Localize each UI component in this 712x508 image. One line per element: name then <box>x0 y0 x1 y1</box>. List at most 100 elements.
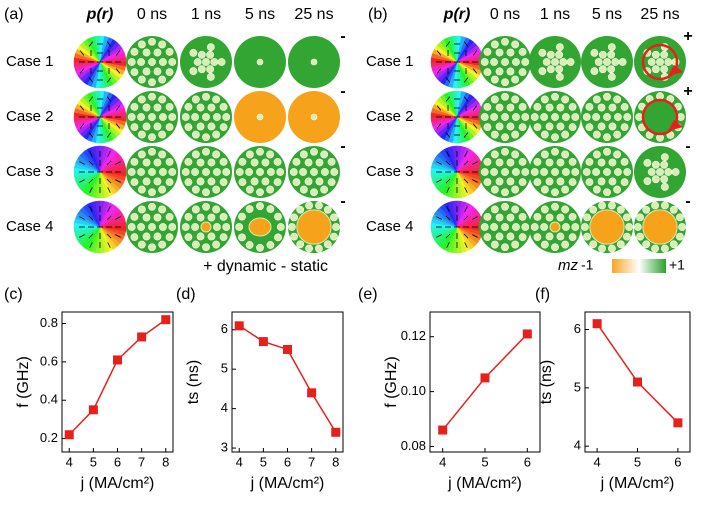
skyrmion <box>208 214 215 221</box>
skyrmion <box>656 58 663 65</box>
skyrmion <box>297 206 304 213</box>
skyrmion <box>481 113 488 120</box>
data-point <box>137 332 146 341</box>
skyrmion <box>143 104 150 111</box>
skyrmion <box>484 179 491 186</box>
skyrmion <box>551 203 558 210</box>
skyrmion <box>569 158 576 165</box>
skyrmion <box>128 58 135 65</box>
skyrmion <box>534 213 541 220</box>
column-header: p(r) <box>443 6 471 23</box>
skyrmion <box>665 168 672 175</box>
data-line <box>69 320 166 435</box>
skyrmion <box>496 214 503 221</box>
skyrmion <box>501 58 508 65</box>
skyrmion <box>512 58 519 65</box>
skyrmion <box>512 168 519 175</box>
sign: - <box>685 193 690 210</box>
x-axis-label: j (MA/cm²) <box>80 475 155 492</box>
skyrmion <box>541 131 548 138</box>
data-line <box>597 324 678 423</box>
skyrmion <box>643 241 650 248</box>
skyrmion <box>257 59 263 65</box>
skyrmion <box>507 178 514 185</box>
skyrmion <box>185 158 192 165</box>
skyrmion <box>512 186 519 193</box>
skyrmion <box>190 68 197 75</box>
skyrmion <box>586 103 593 110</box>
skyrmion <box>496 104 503 111</box>
skyrmion <box>257 114 263 120</box>
skyrmion <box>166 213 173 220</box>
skyrmion <box>191 113 198 120</box>
skyrmion <box>636 214 643 221</box>
skyrmion <box>562 96 569 103</box>
skyrmion <box>148 79 155 86</box>
skyrmion <box>208 233 215 240</box>
skyrmion <box>166 234 173 241</box>
skyrmion <box>246 205 253 212</box>
y-axis-label: f (GHz) <box>383 356 400 408</box>
skyrmion <box>305 178 312 185</box>
skyrmion <box>608 202 615 209</box>
skyrmion <box>128 223 135 230</box>
skyrmion <box>198 66 205 73</box>
skyrmion <box>207 51 214 58</box>
skyrmion <box>522 168 529 175</box>
skyrmion <box>541 96 548 103</box>
skyrmion <box>512 206 519 213</box>
skyrmion <box>185 234 192 241</box>
skyrmion <box>603 148 610 155</box>
y-tick-label: 0.4 <box>40 392 58 407</box>
skyrmion <box>670 206 677 213</box>
skyrmion <box>661 51 668 58</box>
skyrmion <box>159 223 166 230</box>
skyrmion <box>598 178 605 185</box>
skyrmion <box>159 58 166 65</box>
skyrmion <box>512 131 519 138</box>
skyrmion <box>661 154 668 161</box>
skyrmion <box>274 234 281 241</box>
colorbar-min: -1 <box>581 257 594 273</box>
x-tick-label: 5 <box>260 454 267 469</box>
skyrmion <box>169 223 176 230</box>
skyrmion <box>213 241 220 248</box>
skyrmion <box>169 168 176 175</box>
skyrmion <box>138 41 145 48</box>
skyrmion <box>522 113 529 120</box>
skyrmion <box>608 51 615 58</box>
skyrmion <box>592 168 599 175</box>
column-header: p(r) <box>86 6 114 23</box>
skyrmion <box>540 168 547 175</box>
skyrmion <box>556 66 563 73</box>
skyrmion <box>192 96 199 103</box>
skyrmion <box>546 214 553 221</box>
skyrmion <box>672 168 679 175</box>
skyrmion <box>551 189 558 196</box>
skyrmion <box>207 44 214 51</box>
skyrmion <box>202 148 209 155</box>
skyrmion <box>277 223 284 230</box>
skyrmion <box>648 58 655 65</box>
skyrmion <box>192 186 199 193</box>
skyrmion <box>299 168 306 175</box>
skyrmion <box>223 113 230 120</box>
skyrmion <box>197 178 204 185</box>
skyrmion <box>277 168 284 175</box>
data-point <box>673 418 682 427</box>
skyrmion <box>598 123 605 130</box>
skyrmion <box>512 96 519 103</box>
skyrmion <box>290 214 297 221</box>
y-tick-label: 4 <box>221 400 228 415</box>
y-tick-label: 6 <box>221 321 228 336</box>
skyrmion <box>238 234 245 241</box>
skyrmion <box>512 113 519 120</box>
skyrmion <box>491 151 498 158</box>
skyrmion <box>617 206 624 213</box>
skyrmion <box>131 158 138 165</box>
skyrmion <box>328 158 335 165</box>
skyrmion <box>519 179 526 186</box>
skyrmion <box>598 104 605 111</box>
x-tick-label: 5 <box>634 454 641 469</box>
skyrmion <box>572 168 579 175</box>
